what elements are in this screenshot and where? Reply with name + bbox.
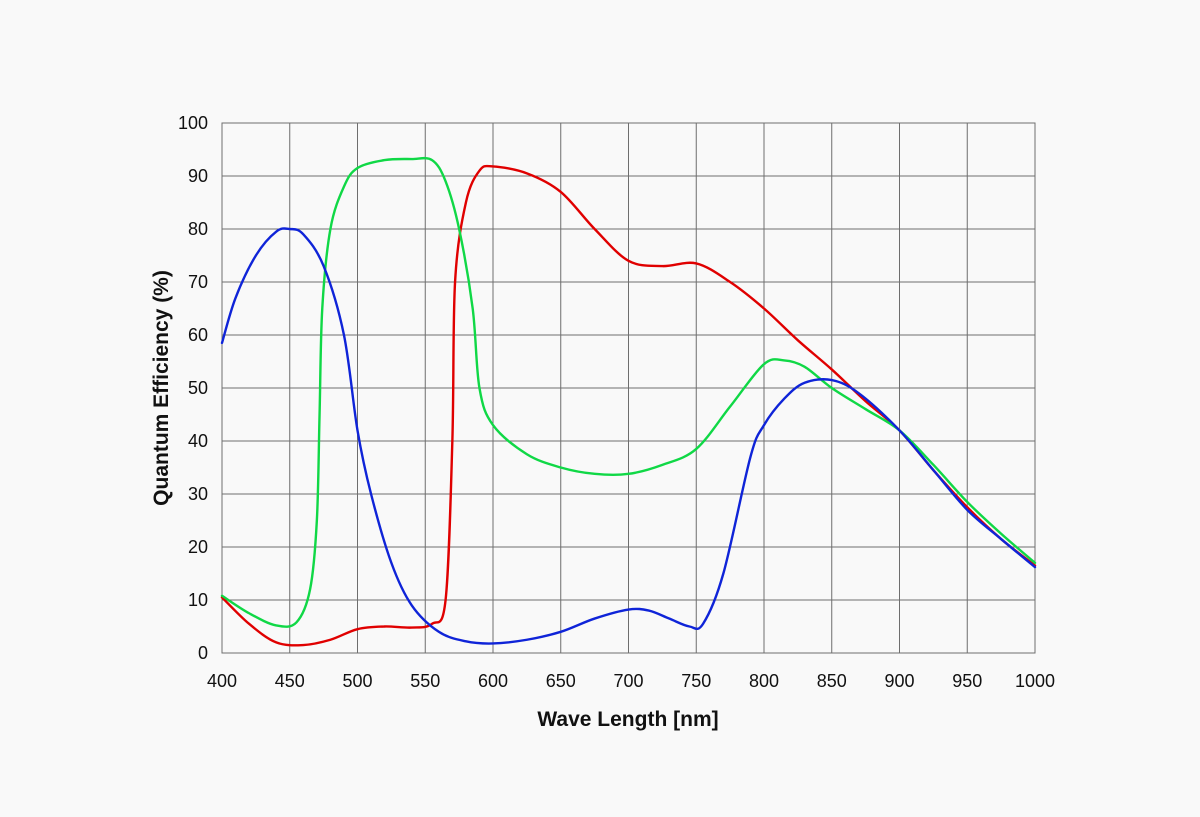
x-tick-label: 950: [952, 671, 982, 691]
x-tick-label: 550: [410, 671, 440, 691]
x-axis-title: Wave Length [nm]: [537, 708, 718, 731]
plot-frame: [221, 122, 1036, 654]
y-tick-label: 0: [198, 643, 208, 663]
y-axis-title: Quantum Efficiency (%): [150, 270, 173, 506]
x-tick-label: 400: [207, 671, 237, 691]
y-tick-label: 100: [178, 113, 208, 133]
y-tick-label: 50: [188, 378, 208, 398]
green-series-line: [220, 156, 1037, 628]
x-tick-label: 700: [613, 671, 643, 691]
x-tick-label: 600: [478, 671, 508, 691]
y-tick-label: 70: [188, 272, 208, 292]
y-tick-label: 40: [188, 431, 208, 451]
x-tick-label: 500: [342, 671, 372, 691]
x-tick-label: 800: [749, 671, 779, 691]
y-tick-label: 90: [188, 166, 208, 186]
series-group: [220, 156, 1037, 647]
x-tick-label: 850: [817, 671, 847, 691]
x-tick-label: 900: [884, 671, 914, 691]
y-tick-label: 60: [188, 325, 208, 345]
y-axis-ticks: 0 10 20 30 40 50 60 70 80 90 100: [178, 113, 208, 663]
y-tick-label: 10: [188, 590, 208, 610]
y-tick-label: 30: [188, 484, 208, 504]
y-tick-label: 80: [188, 219, 208, 239]
red-series-line: [220, 164, 1037, 647]
y-tick-label: 20: [188, 537, 208, 557]
x-tick-label: 650: [546, 671, 576, 691]
x-axis-ticks: 400 450 500 550 600 650 700 750 800 850 900 950 1000: [207, 671, 1055, 691]
grid: [221, 122, 1036, 654]
x-tick-label: 1000: [1015, 671, 1055, 691]
blue-series-line: [220, 227, 1037, 645]
x-tick-label: 750: [681, 671, 711, 691]
x-tick-label: 450: [275, 671, 305, 691]
